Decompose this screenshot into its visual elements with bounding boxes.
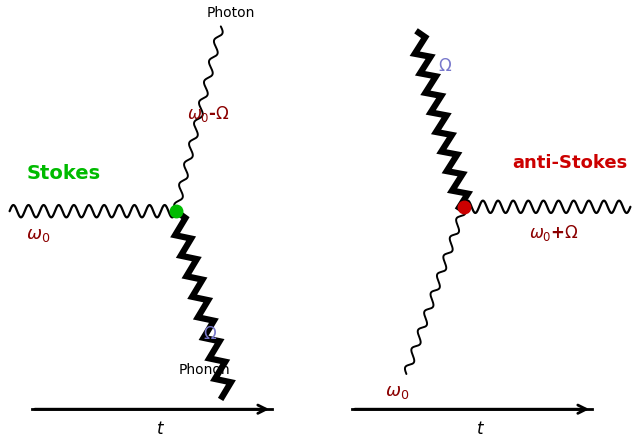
Text: $\omega_0$: $\omega_0$ <box>26 227 51 244</box>
Text: $\omega_0$: $\omega_0$ <box>385 383 409 400</box>
Text: t: t <box>477 420 483 438</box>
Text: $\Omega$: $\Omega$ <box>202 326 217 343</box>
Text: $\omega_0$-$\Omega$: $\omega_0$-$\Omega$ <box>187 104 230 125</box>
Text: anti-Stokes: anti-Stokes <box>512 154 627 172</box>
Text: Photon: Photon <box>206 6 255 20</box>
Text: Phonon: Phonon <box>179 363 230 377</box>
Text: $\omega_0$+$\Omega$: $\omega_0$+$\Omega$ <box>529 223 579 243</box>
Text: Stokes: Stokes <box>27 164 101 183</box>
Text: t: t <box>157 420 163 438</box>
Text: $\Omega$: $\Omega$ <box>438 57 452 75</box>
